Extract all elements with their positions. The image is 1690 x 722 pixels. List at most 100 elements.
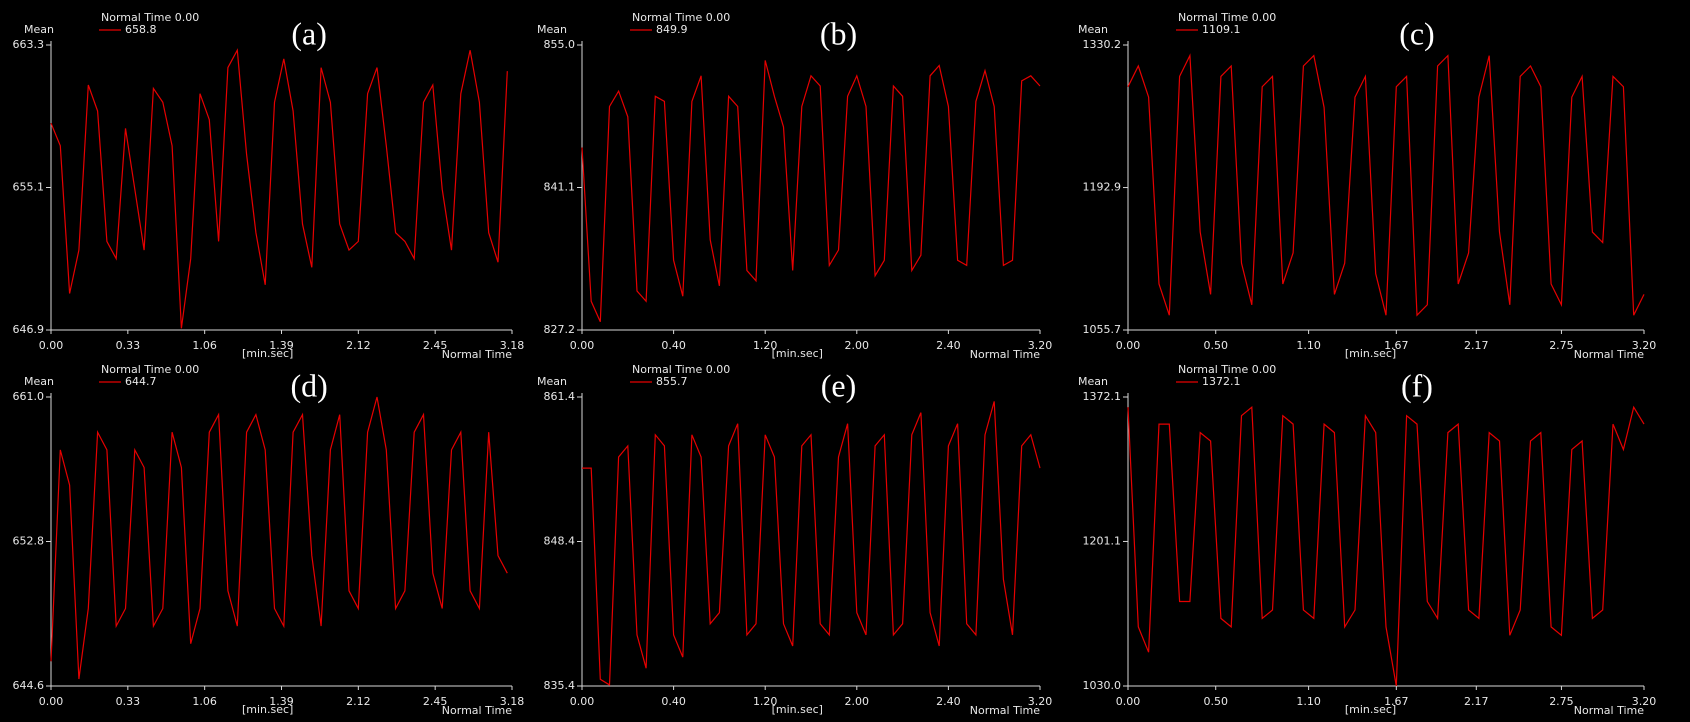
x-tick-label: 2.12	[346, 695, 371, 708]
legend-label: 1109.1	[1202, 23, 1241, 36]
x-tick-label: 1.39	[269, 695, 294, 708]
data-line	[1127, 405, 1645, 687]
legend-label: 658.8	[125, 23, 157, 36]
x-tick-label: 0.00	[39, 695, 64, 708]
x-tick-label: 1.20	[753, 695, 778, 708]
chart-header: Normal Time 0.00	[632, 363, 730, 376]
x-axis-unit: [min.sec]	[242, 703, 293, 716]
x-tick-label: 2.00	[845, 339, 870, 352]
x-tick-label: 0.40	[661, 339, 686, 352]
x-tick-label: 1.67	[1384, 339, 1409, 352]
x-tick-label: 0.33	[116, 339, 141, 352]
y-tick-label: 835.4	[544, 679, 576, 692]
legend-label: 644.7	[125, 375, 157, 388]
y-axis-label: Mean	[537, 375, 567, 388]
y-axis-label: Mean	[537, 23, 567, 36]
data-line	[582, 401, 1041, 686]
x-axis-unit: [min.sec]	[1345, 347, 1396, 360]
chart-header: Normal Time 0.00	[101, 363, 199, 376]
y-tick-label: 644.6	[13, 679, 45, 692]
x-axis-unit: [min.sec]	[772, 347, 823, 360]
x-tick-label: 3.20	[1632, 695, 1657, 708]
x-axis-label: Normal Time	[1574, 704, 1644, 717]
y-axis-label: Mean	[1078, 23, 1108, 36]
x-axis-label: Normal Time	[442, 704, 512, 717]
chart-header: Normal Time 0.00	[1178, 11, 1276, 24]
y-tick-label: 646.9	[13, 323, 45, 336]
y-tick-label: 655.1	[13, 181, 45, 194]
x-tick-label: 1.39	[269, 339, 294, 352]
legend-label: 855.7	[656, 375, 688, 388]
chart-header: Normal Time 0.00	[1178, 363, 1276, 376]
x-axis-unit: [min.sec]	[1345, 703, 1396, 716]
x-axis-unit: [min.sec]	[772, 703, 823, 716]
x-axis-label: Normal Time	[442, 348, 512, 361]
x-tick-label: 0.00	[1116, 695, 1141, 708]
x-tick-label: 1.10	[1296, 695, 1321, 708]
x-tick-label: 1.10	[1296, 339, 1321, 352]
x-axis-label: Normal Time	[1574, 348, 1644, 361]
y-tick-label: 861.4	[544, 390, 576, 403]
chart-header: Normal Time 0.00	[101, 11, 199, 24]
y-tick-label: 1201.1	[1083, 534, 1122, 547]
panel-label: (b)	[820, 15, 857, 51]
data-line	[50, 48, 508, 329]
x-tick-label: 2.75	[1549, 339, 1574, 352]
panel-label: (d)	[291, 367, 328, 403]
x-tick-label: 2.75	[1549, 695, 1574, 708]
x-axis-unit: [min.sec]	[242, 347, 293, 360]
legend-label: 849.9	[656, 23, 688, 36]
data-line	[1127, 53, 1645, 317]
y-axis-label: Mean	[24, 23, 54, 36]
x-tick-label: 2.12	[346, 339, 371, 352]
x-axis-label: Normal Time	[970, 348, 1040, 361]
x-tick-label: 1.20	[753, 339, 778, 352]
x-axis-label: Normal Time	[970, 704, 1040, 717]
legend-label: 1372.1	[1202, 375, 1241, 388]
x-tick-label: 3.18	[500, 695, 525, 708]
x-tick-label: 0.50	[1203, 339, 1228, 352]
x-tick-label: 3.18	[500, 339, 525, 352]
y-tick-label: 855.0	[544, 38, 576, 51]
x-tick-label: 0.00	[570, 339, 595, 352]
x-tick-label: 3.20	[1028, 695, 1053, 708]
y-tick-label: 1030.0	[1083, 679, 1122, 692]
x-tick-label: 2.45	[423, 339, 448, 352]
data-line	[50, 396, 508, 680]
x-tick-label: 2.45	[423, 695, 448, 708]
x-tick-label: 3.20	[1028, 339, 1053, 352]
x-tick-label: 0.00	[1116, 339, 1141, 352]
x-tick-label: 0.00	[39, 339, 64, 352]
y-tick-label: 827.2	[544, 323, 576, 336]
x-tick-label: 0.33	[116, 695, 141, 708]
x-tick-label: 2.40	[936, 695, 961, 708]
y-tick-label: 841.1	[544, 181, 576, 194]
x-tick-label: 1.67	[1384, 695, 1409, 708]
x-tick-label: 1.06	[192, 339, 217, 352]
x-tick-label: 0.00	[570, 695, 595, 708]
panel-label: (a)	[291, 15, 327, 51]
x-tick-label: 2.40	[936, 339, 961, 352]
x-tick-label: 2.17	[1464, 339, 1489, 352]
y-tick-label: 1055.7	[1083, 323, 1122, 336]
y-tick-label: 1330.2	[1083, 38, 1122, 51]
x-tick-label: 2.00	[845, 695, 870, 708]
chart-header: Normal Time 0.00	[632, 11, 730, 24]
y-tick-label: 663.3	[13, 38, 45, 51]
x-tick-label: 3.20	[1632, 339, 1657, 352]
panel-label: (f)	[1401, 367, 1433, 403]
x-tick-label: 0.50	[1203, 695, 1228, 708]
x-tick-label: 1.06	[192, 695, 217, 708]
y-tick-label: 661.0	[13, 390, 45, 403]
panel-label: (c)	[1399, 15, 1435, 51]
y-axis-label: Mean	[24, 375, 54, 388]
y-tick-label: 1372.1	[1083, 390, 1122, 403]
y-tick-label: 652.8	[13, 535, 45, 548]
x-tick-label: 0.40	[661, 695, 686, 708]
y-tick-label: 1192.9	[1083, 181, 1122, 194]
data-line	[581, 60, 1041, 323]
y-axis-label: Mean	[1078, 375, 1108, 388]
